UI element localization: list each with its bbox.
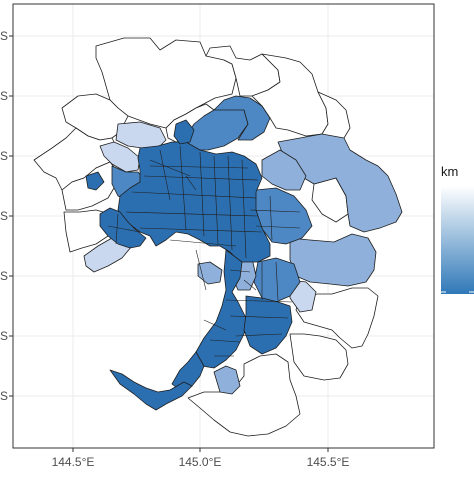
suburb-boundary [169, 239, 237, 247]
suburb-boundary [241, 159, 247, 259]
region-east-large [277, 133, 403, 233]
y-tick-label: S [0, 269, 8, 283]
suburb-boundary [185, 175, 197, 191]
suburb-boundary [235, 333, 283, 337]
y-tick-label: S [0, 329, 8, 343]
region-far-east-light [289, 233, 377, 287]
suburb-boundary [159, 149, 171, 201]
x-axis: 144.5°E 145.0°E 145.5°E [52, 448, 350, 469]
x-tick-label: 145.5°E [307, 455, 350, 469]
region-north-mid-2 [213, 95, 271, 141]
region-urban-core [117, 141, 271, 263]
suburb-boundary [199, 151, 205, 237]
region-south-light [197, 261, 223, 285]
region-east-south [295, 287, 379, 349]
region-north-pale [99, 141, 141, 173]
y-tick-label: S [0, 29, 8, 43]
y-axis: S S S S S S S [0, 29, 13, 403]
x-tick-label: 145.0°E [179, 455, 222, 469]
suburb-boundary [195, 249, 207, 291]
legend: km [441, 164, 474, 294]
suburb-boundary [269, 195, 273, 241]
y-tick-label: S [0, 389, 8, 403]
x-tick-label: 144.5°E [52, 455, 95, 469]
region-small-west-dark [85, 171, 105, 191]
region-peninsula-light [213, 365, 241, 395]
map-regions [33, 37, 403, 437]
region-west-dark [99, 207, 147, 249]
region-south-east-coast [289, 333, 349, 381]
suburb-boundary [229, 315, 289, 319]
suburb-boundary [149, 165, 249, 169]
suburb-boundary [275, 261, 279, 301]
legend-title: km [441, 164, 458, 179]
suburb-boundary [203, 319, 227, 331]
suburb-boundary [143, 175, 259, 181]
suburb-boundary [243, 279, 257, 291]
suburb-boundary [249, 209, 301, 213]
y-tick-label: S [0, 209, 8, 223]
suburb-boundary [179, 145, 187, 231]
suburb-boundary [213, 155, 219, 245]
suburb-boundary [125, 211, 259, 217]
y-tick-label: S [0, 149, 8, 163]
region-spit-dark [109, 369, 193, 411]
suburb-boundary [255, 225, 301, 229]
suburb-boundary [227, 155, 233, 251]
suburb-boundary [115, 213, 119, 245]
suburb-boundary [225, 299, 293, 303]
legend-colorbar [441, 186, 474, 294]
region-bay-east-coast [195, 249, 247, 369]
suburb-boundary [209, 339, 241, 343]
suburb-boundary [131, 191, 257, 199]
panel-border [12, 3, 435, 449]
suburb-boundaries [107, 145, 301, 357]
suburb-boundary [229, 269, 251, 273]
region-east-light-2 [261, 149, 307, 191]
y-tick-label: S [0, 89, 8, 103]
region-north-east [251, 53, 329, 137]
suburb-boundary [149, 159, 191, 177]
suburb-boundary [107, 225, 141, 233]
region-north-east-dark [173, 119, 195, 145]
region-east-outer-pale [289, 279, 317, 313]
suburb-boundary [139, 227, 263, 233]
